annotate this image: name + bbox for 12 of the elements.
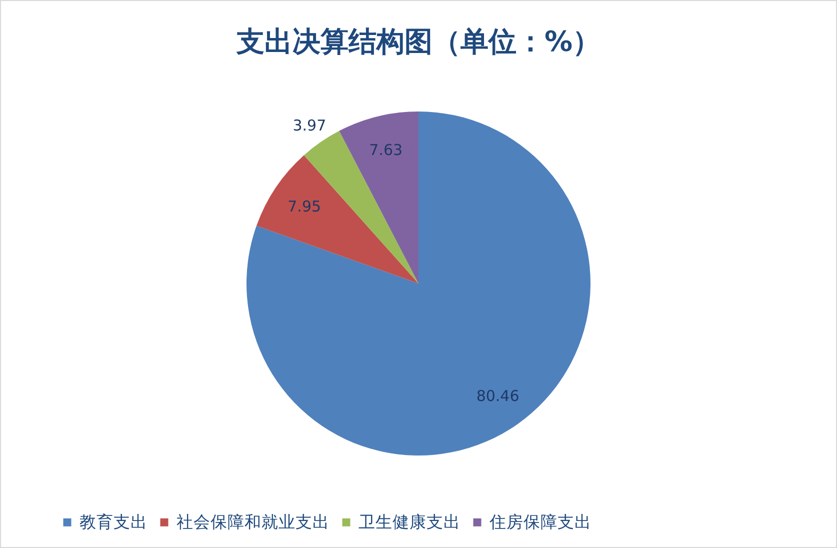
legend-label: 教育支出 [80, 512, 148, 532]
legend-label: 社会保障和就业支出 [176, 512, 330, 532]
data-label: 7.95 [288, 198, 322, 216]
data-label: 80.46 [476, 386, 520, 405]
legend-label: 卫生健康支出 [358, 512, 460, 532]
legend-label: 住房保障支出 [488, 512, 592, 532]
pie-slice [339, 112, 418, 284]
chart-title: 支出决算结构图（单位：%） [235, 25, 601, 58]
data-label: 7.63 [369, 140, 403, 159]
pie-slice [246, 112, 590, 456]
pie-slice [256, 155, 418, 284]
data-label: 3.97 [292, 116, 326, 134]
